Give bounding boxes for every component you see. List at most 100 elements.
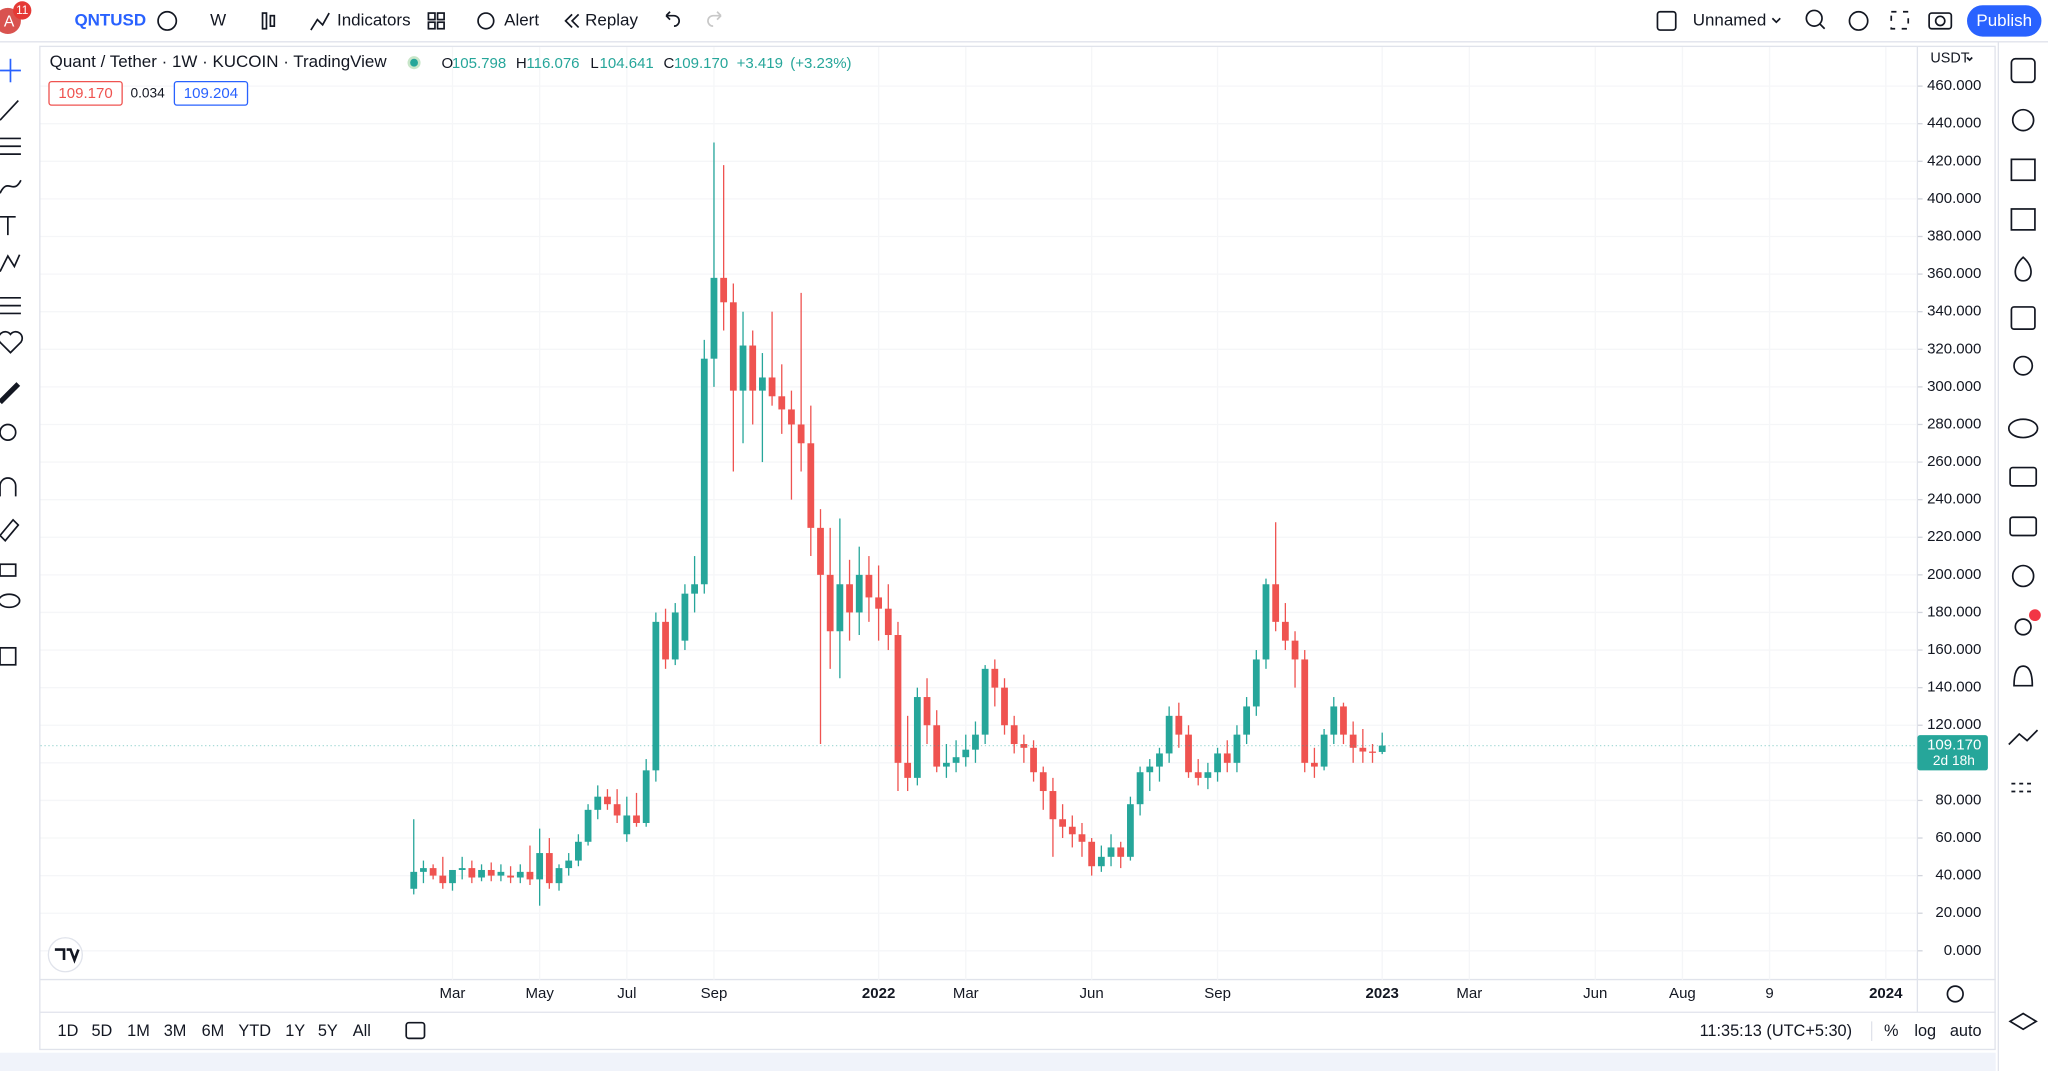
alert[interactable]: Alert: [504, 10, 539, 29]
stay-drawing[interactable]: [0, 518, 20, 542]
redo[interactable]: [707, 11, 722, 27]
prediction-tool[interactable]: [0, 296, 21, 315]
ideas[interactable]: [2013, 355, 2034, 376]
range-button[interactable]: 1D: [58, 1022, 79, 1040]
interval[interactable]: W: [210, 10, 226, 29]
candle-body: [497, 871, 505, 876]
trading-panel[interactable]: [2008, 729, 2039, 746]
time-axis: Mar May Jul Sep 2022 Mar Jun Sep 2023 Mar Jun Aug 9 2…: [440, 985, 1964, 1003]
avatar-letter: A: [4, 13, 15, 30]
candle-body: [1039, 772, 1047, 792]
settings[interactable]: [1848, 10, 1869, 31]
range-button[interactable]: 5Y: [318, 1022, 338, 1040]
publish-button[interactable]: [1967, 5, 2042, 37]
market-status: [410, 58, 418, 67]
pattern-tool[interactable]: [0, 254, 21, 273]
sell-box[interactable]: [48, 80, 123, 106]
search[interactable]: [1805, 9, 1823, 27]
fullscreen[interactable]: [1890, 10, 1910, 30]
candle-body: [594, 796, 602, 810]
scale-option[interactable]: log: [1914, 1022, 1936, 1040]
messages[interactable]: [2009, 516, 2038, 537]
object-tree[interactable]: [2008, 1012, 2038, 1031]
tips[interactable]: [2011, 564, 2035, 588]
range-button[interactable]: 1M: [127, 1022, 150, 1040]
candle-body: [478, 869, 485, 878]
favorites[interactable]: [0, 330, 24, 354]
fib-tool[interactable]: [0, 137, 21, 155]
range-button[interactable]: 6M: [202, 1022, 225, 1040]
date-range-icon[interactable]: [405, 1021, 426, 1040]
y-tick-label: 340.000: [1927, 303, 1981, 320]
streams[interactable]: [2009, 466, 2038, 487]
range-button[interactable]: All: [353, 1022, 371, 1040]
notifications[interactable]: [2013, 665, 2034, 687]
notification-dot: [2029, 609, 2041, 622]
scale-option[interactable]: auto: [1950, 1022, 1982, 1040]
calendar[interactable]: [2010, 306, 2036, 330]
candle-body: [904, 762, 912, 778]
candle-body: [710, 277, 718, 359]
axis-settings[interactable]: [1946, 985, 1964, 1003]
l-value: 104.641: [600, 55, 654, 72]
currency[interactable]: USDT: [1930, 51, 1969, 67]
change-pct: (+3.23%): [790, 55, 851, 72]
range-button[interactable]: 5D: [91, 1022, 112, 1040]
replay[interactable]: Replay: [585, 10, 638, 29]
range-button[interactable]: 3M: [164, 1022, 187, 1040]
range-button[interactable]: YTD: [238, 1022, 271, 1040]
countdown: 2d 18h: [1933, 753, 1975, 768]
dom[interactable]: [2011, 782, 2032, 793]
chart-type-icon: [269, 14, 276, 27]
symbol[interactable]: QNTUSD: [74, 10, 146, 29]
hide[interactable]: [0, 593, 21, 609]
undo[interactable]: [665, 11, 680, 27]
candle-body: [1049, 791, 1057, 820]
candle-body: [1320, 734, 1328, 767]
lock[interactable]: [0, 563, 17, 577]
candle-body: [1156, 753, 1163, 767]
hotlists[interactable]: [2014, 256, 2032, 282]
candle-body: [923, 697, 931, 726]
left-toolbar: [0, 58, 24, 666]
trend-line-tool[interactable]: [0, 99, 19, 121]
zoom-tool[interactable]: [0, 423, 17, 442]
buy-box[interactable]: [173, 80, 249, 106]
legend: Quant / Tether · 1W · KUCOIN · TradingVi…: [48, 52, 852, 106]
candle-body: [1097, 856, 1105, 867]
layout-icon[interactable]: [427, 12, 436, 21]
candle-body: [836, 584, 844, 632]
chart-type-icon[interactable]: [261, 12, 268, 30]
candle-body: [768, 377, 776, 397]
x-tick-label: Aug: [1669, 985, 1696, 1002]
chats[interactable]: [2007, 418, 2039, 439]
news[interactable]: [2010, 158, 2036, 182]
y-tick-label: 440.000: [1927, 115, 1981, 132]
candle-body: [691, 584, 698, 594]
y-tick-label: 0.000: [1944, 942, 1982, 959]
alerts[interactable]: [2011, 108, 2035, 132]
screenshot[interactable]: [1928, 12, 1953, 30]
data-window[interactable]: [2010, 208, 2036, 231]
measure-tool[interactable]: [0, 382, 21, 405]
candle-body: [652, 621, 660, 771]
layout-name[interactable]: Unnamed: [1693, 10, 1767, 29]
scale-option[interactable]: %: [1884, 1022, 1899, 1040]
top-toolbar: A 11 QNTUSD W Indicators Alert Replay Un…: [0, 1, 2048, 43]
brush-tool[interactable]: [0, 179, 22, 194]
indicators[interactable]: Indicators: [337, 10, 411, 29]
add-symbol[interactable]: [157, 10, 178, 31]
broadcast[interactable]: [2014, 618, 2032, 636]
text-tool[interactable]: [0, 215, 16, 236]
magnet[interactable]: [0, 477, 17, 497]
candle-body: [913, 697, 921, 778]
watchlist[interactable]: [2010, 57, 2036, 84]
y-tick-label: 20.000: [1935, 904, 1981, 921]
layout-checkbox[interactable]: [1656, 10, 1677, 31]
candle-body: [700, 358, 708, 585]
range-button[interactable]: 1Y: [285, 1022, 305, 1040]
y-tick-label: 360.000: [1927, 265, 1981, 282]
delete[interactable]: [0, 646, 17, 666]
candle-body: [458, 868, 466, 870]
